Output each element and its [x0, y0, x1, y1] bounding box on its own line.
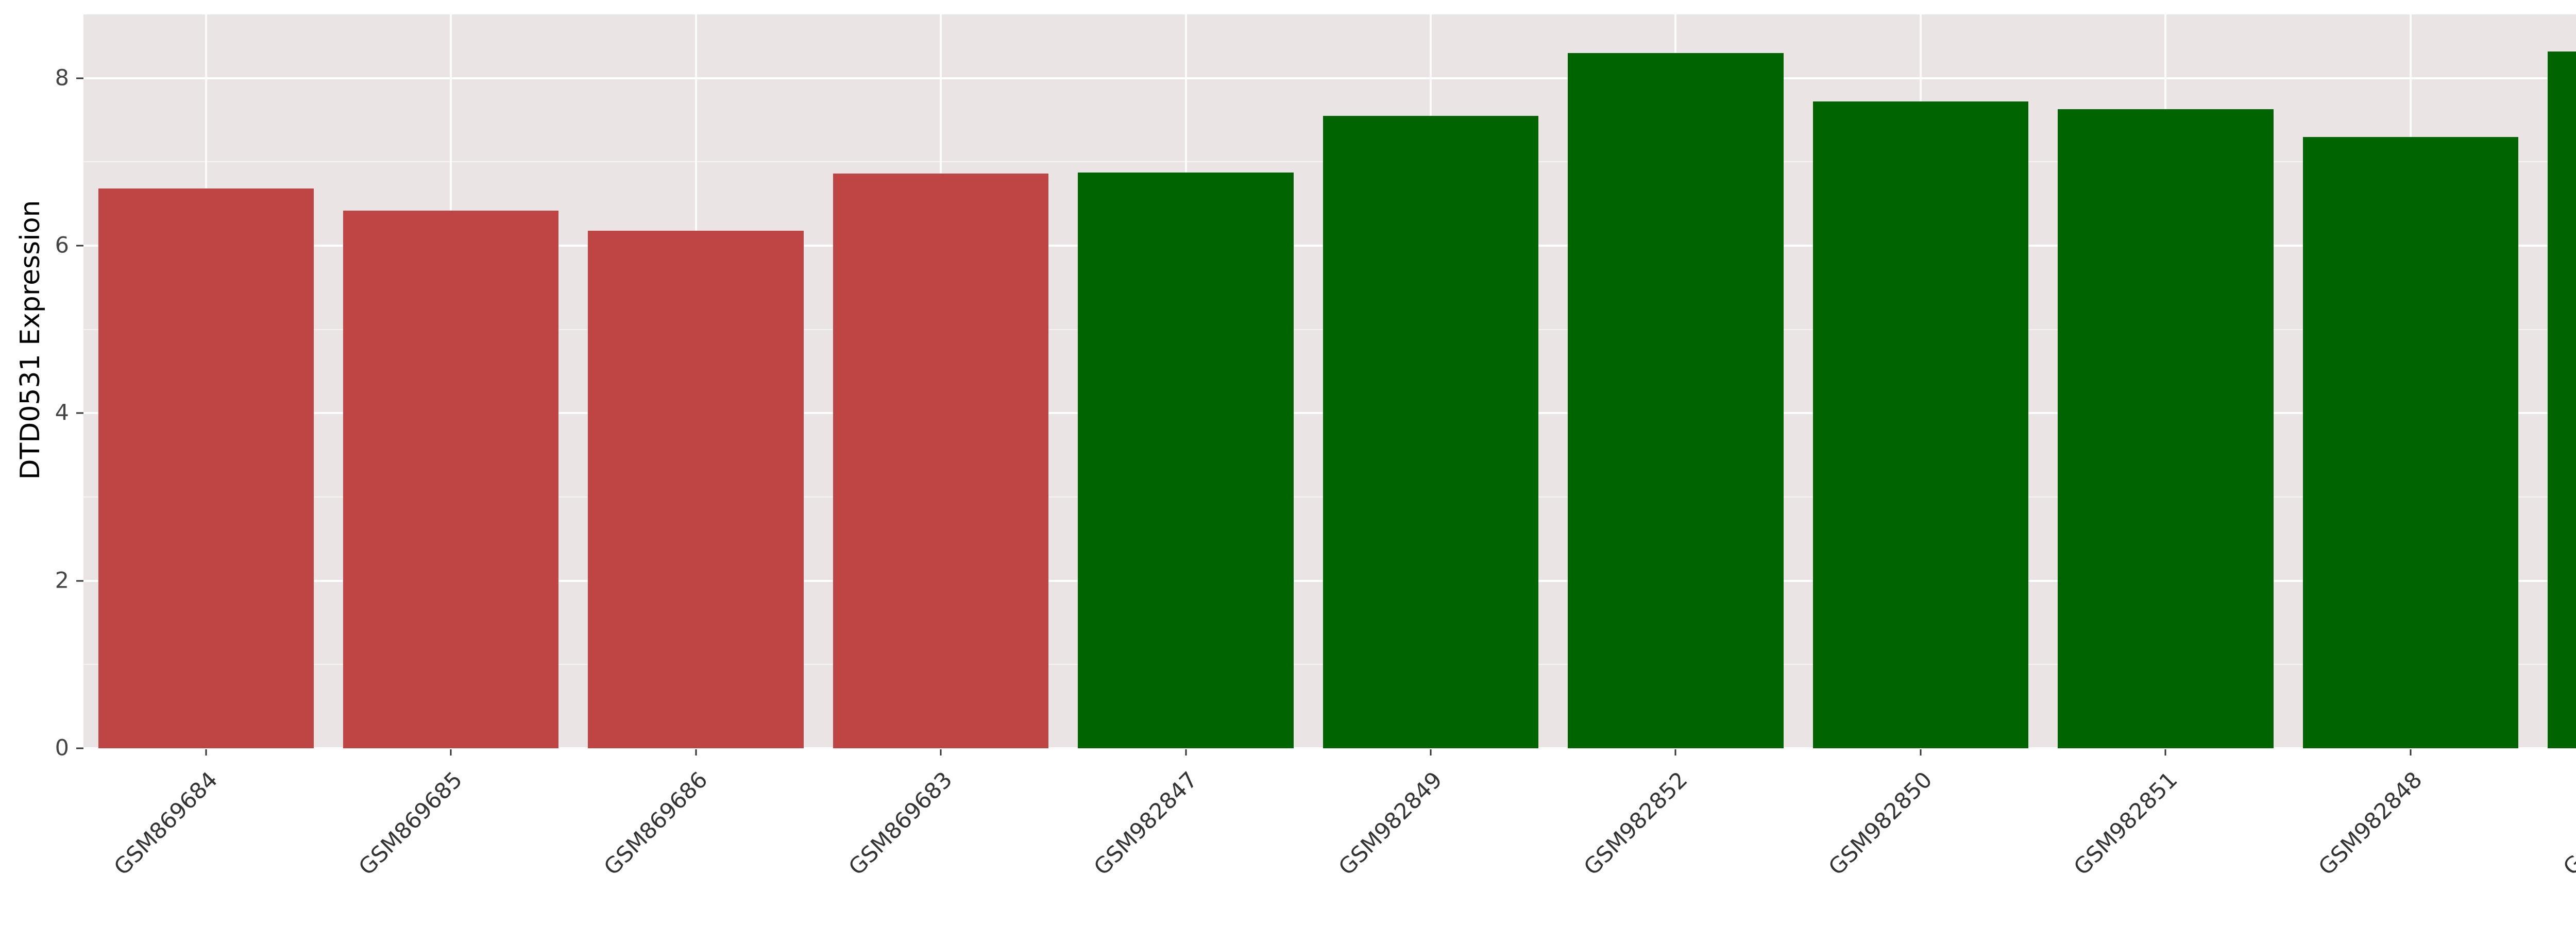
bar-GSM982852: [1568, 53, 1784, 748]
y-tick-mark: [76, 412, 83, 414]
bar-slot: [1553, 14, 1798, 748]
bar-GSM982847: [1078, 173, 1294, 748]
bar-slot: [328, 14, 573, 748]
bar-slot: [2288, 14, 2533, 748]
y-tick-label: 2: [55, 568, 69, 594]
x-tick-mark: [695, 748, 697, 756]
x-tick-mark: [2164, 748, 2166, 756]
x-tick-mark: [940, 748, 942, 756]
y-axis-title: DTD0531 Expression: [15, 200, 46, 480]
x-tick-mark: [1920, 748, 1922, 756]
bar-GSM982849: [1323, 115, 1539, 748]
y-tick-label: 6: [55, 232, 69, 259]
x-tick-label-GSM982853: GSM982853: [2558, 767, 2576, 881]
x-tick-label-GSM982850: GSM982850: [1823, 767, 1938, 881]
bar-GSM869684: [98, 188, 314, 748]
x-tick-label-GSM869685: GSM869685: [354, 767, 468, 881]
plot-panel: [83, 14, 2576, 749]
x-tick-mark: [205, 748, 207, 756]
y-tick-mark: [76, 77, 83, 79]
bar-slot: [1063, 14, 1308, 748]
bar-slot: [1798, 14, 2043, 748]
x-tick-mark: [2410, 748, 2412, 756]
x-tick-label-GSM982851: GSM982851: [2069, 767, 2182, 881]
x-tick-label-GSM982848: GSM982848: [2313, 767, 2428, 881]
bar-GSM982851: [2058, 109, 2274, 748]
x-tick-label-GSM869686: GSM869686: [599, 767, 713, 881]
bar-GSM869685: [343, 210, 559, 748]
x-tick-mark: [1674, 748, 1676, 756]
x-tick-mark: [1430, 748, 1432, 756]
bar-GSM982848: [2302, 136, 2518, 748]
x-tick-mark: [450, 748, 452, 756]
bar-GSM869683: [833, 174, 1049, 748]
x-tick-label-GSM982852: GSM982852: [1579, 767, 1692, 881]
y-tick-label: 0: [55, 735, 69, 761]
x-tick-label-GSM982849: GSM982849: [1333, 767, 1448, 881]
bar-slot: [818, 14, 1063, 748]
bar-slot: [2043, 14, 2288, 748]
bar-slot: [83, 14, 328, 748]
bar-GSM982853: [2548, 51, 2576, 748]
bar-slot: [573, 14, 818, 748]
bar-slot: [1308, 14, 1553, 748]
y-tick-label: 8: [55, 65, 69, 91]
y-tick-label: 4: [55, 400, 69, 426]
x-tick-label-GSM982847: GSM982847: [1089, 767, 1203, 881]
gridline-major: [83, 77, 2576, 79]
bar-slot: [2533, 14, 2576, 748]
gridline-major: [83, 747, 2576, 749]
bar-GSM869686: [588, 230, 804, 748]
bars-layer: [83, 14, 2576, 748]
y-tick-mark: [76, 747, 83, 749]
bar-GSM982850: [1812, 101, 2029, 748]
y-tick-mark: [76, 245, 83, 247]
x-tick-label-GSM869684: GSM869684: [109, 767, 223, 881]
x-tick-mark: [1185, 748, 1187, 756]
y-tick-mark: [76, 580, 83, 582]
x-tick-label-GSM869683: GSM869683: [844, 767, 958, 881]
